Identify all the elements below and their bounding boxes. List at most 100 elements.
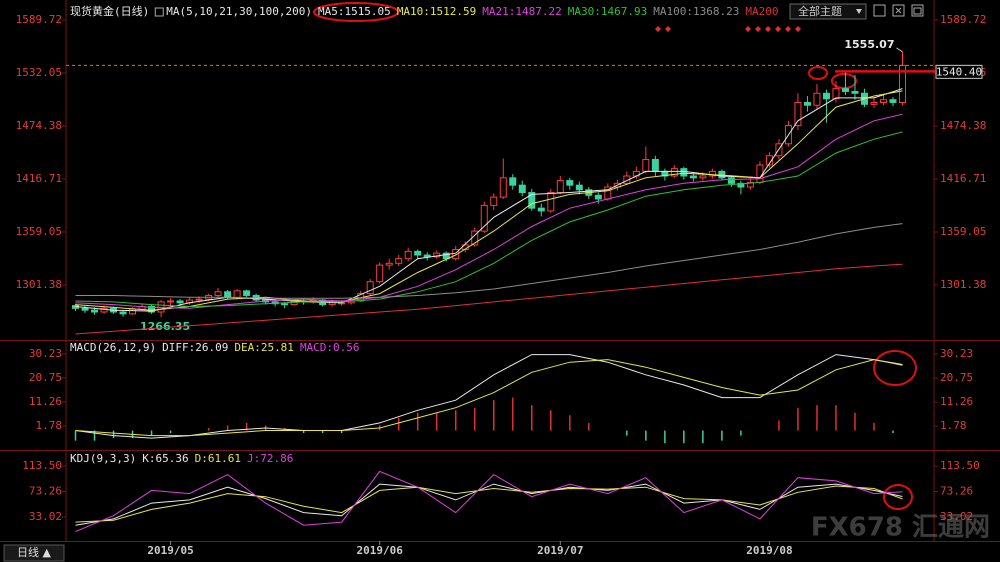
candle-body bbox=[575, 184, 583, 191]
line-series bbox=[75, 354, 903, 439]
candle-body bbox=[794, 101, 802, 126]
y-tick-label: 30.23 bbox=[29, 347, 62, 360]
signal-markers bbox=[655, 26, 801, 32]
y-tick-label: 1416.71 bbox=[16, 172, 62, 185]
indicator-title: MACD(26,12,9) bbox=[70, 341, 156, 354]
line-series bbox=[75, 483, 903, 526]
candle-body bbox=[851, 90, 859, 94]
candle-body bbox=[243, 290, 251, 296]
chart-title: 现货黄金(日线) bbox=[70, 4, 149, 18]
indicator-title: MA(5,10,21,30,100,200) bbox=[166, 5, 312, 18]
candle-body bbox=[366, 281, 374, 295]
candle-body bbox=[841, 88, 849, 92]
y-tick-label: 1474.38 bbox=[940, 119, 986, 132]
candle-body bbox=[556, 180, 564, 194]
candle-body bbox=[594, 194, 602, 200]
tab-label: 日线 ▲ bbox=[17, 545, 51, 559]
indicator-icon bbox=[154, 7, 164, 17]
y-tick-label: 33.02 bbox=[940, 510, 973, 523]
high-label: 1555.07 bbox=[844, 38, 894, 51]
y-tick-label: 20.75 bbox=[29, 371, 62, 384]
y-tick-label: 1301.38 bbox=[940, 278, 986, 291]
legend-entry: MA10:1512.59 bbox=[397, 5, 476, 18]
candle-body bbox=[376, 264, 384, 283]
tab[interactable]: 日线 ▲ bbox=[3, 544, 65, 562]
candle-body bbox=[689, 175, 697, 179]
candle-body bbox=[119, 311, 127, 315]
candle-body bbox=[870, 101, 878, 105]
line-series bbox=[75, 263, 903, 335]
legend-entry: DIFF:26.09 bbox=[162, 341, 228, 354]
line-series bbox=[75, 359, 903, 437]
candle-body bbox=[385, 262, 393, 266]
y-tick-label: 113.50 bbox=[22, 459, 62, 472]
candle-body bbox=[670, 168, 678, 177]
x-tick-label: 2019/05 bbox=[147, 544, 193, 557]
candle-body bbox=[889, 99, 897, 103]
candle-body bbox=[414, 250, 422, 256]
candle-body bbox=[727, 177, 735, 184]
y-tick-label: 11.26 bbox=[940, 395, 973, 408]
last-price-label: 1540.40 bbox=[936, 65, 982, 78]
candle-body bbox=[157, 301, 165, 313]
toolbar-icons[interactable] bbox=[873, 4, 924, 17]
candle-body bbox=[547, 192, 555, 212]
y-tick-label: 113.50 bbox=[940, 459, 980, 472]
candle-body bbox=[176, 300, 184, 304]
indicator-title: KDJ(9,3,3) bbox=[70, 452, 136, 465]
candle-body bbox=[395, 258, 403, 264]
low-label: 1266.35 bbox=[140, 320, 190, 333]
x-tick-label: 2019/07 bbox=[537, 544, 583, 557]
watermark: FX678 汇通网 bbox=[811, 513, 990, 543]
y-tick-label: 30.23 bbox=[940, 347, 973, 360]
candle-body bbox=[509, 177, 517, 186]
y-tick-label: 1589.72 bbox=[16, 13, 62, 26]
candle-body bbox=[480, 204, 488, 232]
candle-body bbox=[765, 155, 773, 166]
high-leader bbox=[896, 47, 903, 53]
y-tick-label: 11.26 bbox=[29, 395, 62, 408]
y-tick-label: 1474.38 bbox=[16, 119, 62, 132]
legend-entry: MA5:1515.05 bbox=[318, 5, 391, 18]
y-tick-label: 1359.05 bbox=[16, 225, 62, 238]
y-tick-label: 73.26 bbox=[940, 484, 973, 497]
candle-body bbox=[442, 252, 450, 260]
candle-body bbox=[100, 307, 108, 313]
candle-body bbox=[499, 177, 507, 198]
candle-body bbox=[81, 307, 89, 311]
candle-body bbox=[680, 168, 688, 177]
candle-body bbox=[528, 192, 536, 209]
candle-body bbox=[832, 88, 840, 100]
y-tick-label: 1.78 bbox=[36, 419, 63, 432]
candle-body bbox=[129, 308, 137, 315]
legend-entry: MA200 bbox=[745, 5, 778, 18]
candle-body bbox=[708, 170, 716, 177]
candle-body bbox=[518, 184, 526, 194]
y-tick-label: 33.02 bbox=[29, 510, 62, 523]
theme-button-label: 全部主题 bbox=[798, 4, 842, 18]
candle-body bbox=[756, 164, 764, 183]
frame bbox=[0, 0, 1000, 542]
candle-body bbox=[404, 250, 412, 260]
y-tick-label: 1532.05 bbox=[16, 66, 62, 79]
candle-body bbox=[91, 309, 99, 313]
candle-body bbox=[803, 101, 811, 106]
y-tick-label: 20.75 bbox=[940, 371, 973, 384]
candle-body bbox=[214, 291, 222, 296]
line-series bbox=[75, 223, 903, 299]
candle-body bbox=[566, 180, 574, 186]
legend-entry: MA100:1368.23 bbox=[653, 5, 739, 18]
line-series bbox=[75, 470, 903, 533]
candle-body bbox=[233, 290, 241, 298]
candle-body bbox=[651, 158, 659, 172]
theme-button[interactable]: 全部主题 bbox=[789, 3, 867, 20]
candle-body bbox=[746, 181, 754, 188]
candle-body bbox=[195, 298, 203, 301]
candle-body bbox=[822, 92, 830, 100]
line-series bbox=[75, 88, 903, 312]
legend-entry: D:61.61 bbox=[195, 452, 241, 465]
legend-entry: MA30:1467.93 bbox=[568, 5, 647, 18]
y-tick-label: 1359.05 bbox=[940, 225, 986, 238]
line-series bbox=[75, 90, 903, 311]
